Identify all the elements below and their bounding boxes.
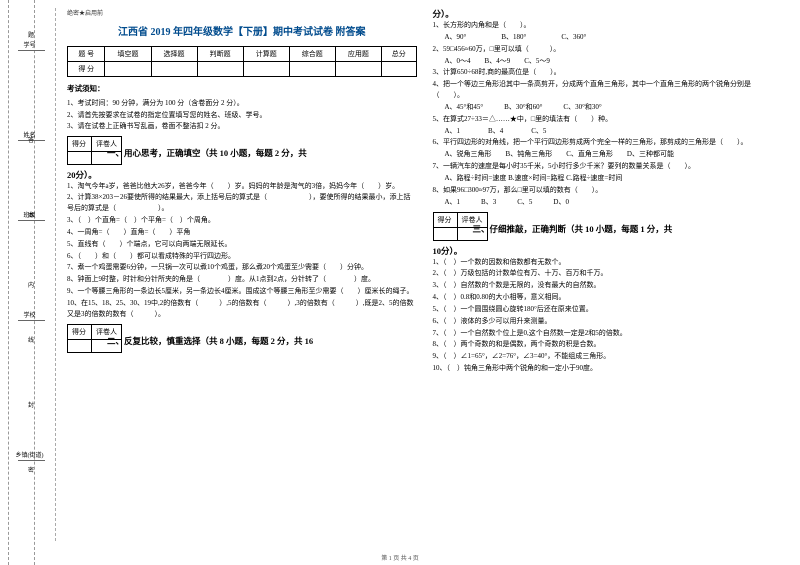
binding-gutter: 学号 姓名 班级 学校 乡镇(街道) 题 答 本 内 线 封 密 bbox=[0, 0, 55, 565]
question: 7、煮一个鸡蛋需要6分钟，一只锅一次可以煮10个鸡蛋，那么煮20个鸡蛋至少需要（… bbox=[67, 262, 417, 273]
table-row: 得 分 bbox=[68, 62, 417, 77]
seal-char: 密 bbox=[28, 465, 34, 474]
question: 3、计算650÷68时,商的最高位是（ ）。 bbox=[433, 67, 783, 78]
score-header: 选择题 bbox=[151, 47, 197, 62]
notice-head: 考试须知： bbox=[67, 83, 417, 94]
question: 5、（ ）一个圆围绕圆心旋转180°后还在原来位置。 bbox=[433, 304, 783, 315]
section3-title: 三、仔细推敲，正确判断（共 10 小题，每题 1 分，共 bbox=[473, 224, 673, 234]
question: 2、（ ）万级包括的计数单位有万、十万、百万和千万。 bbox=[433, 268, 783, 279]
question: 10、在15、18、25、30、19中,2的倍数有（ ）,5的倍数有（ ）,3的… bbox=[67, 298, 417, 320]
question: 9、（ ）∠1=65°，∠2=76°，∠3=40°，不能组成三角形。 bbox=[433, 351, 783, 362]
score-header: 题 号 bbox=[68, 47, 105, 62]
notice-line: 3、请在试卷上正确书写乱画，卷面不整洁扣 2 分。 bbox=[67, 121, 417, 132]
question: 7、（ ）一个自然数个位上是0,这个自然数一定是2和5的倍数。 bbox=[433, 328, 783, 339]
section2-title: 二、反复比较，慎重选择（共 8 小题，每题 2 分，共 16 bbox=[107, 336, 313, 346]
score-header: 填空题 bbox=[105, 47, 151, 62]
gutter-divider bbox=[55, 8, 56, 541]
section3-points: 10分）。 bbox=[433, 245, 783, 257]
question: 1、长方形的内角和是（ ）。 bbox=[433, 20, 783, 31]
question: 6、（ ）和（ ）都可以看成特殊的平行四边形。 bbox=[67, 251, 417, 262]
dash-line-right bbox=[34, 0, 35, 565]
seal-char: 题 bbox=[28, 30, 34, 39]
secrecy-label: 绝密★启用前 bbox=[67, 8, 417, 17]
question: 5、直线有（ ）个端点，它可以向两端无限延长。 bbox=[67, 239, 417, 250]
question: 4、一周角=（ ）直角=（ ）平角 bbox=[67, 227, 417, 238]
question: 2、计算38×203－26要使所得的结果最大，添上括号后的算式是（ ），要使所得… bbox=[67, 192, 417, 214]
section2-points: 分）。 bbox=[433, 8, 783, 20]
question: 6、平行四边形的对角线，把一个平行四边形剪成两个完全一样的三角形，那剪成的三角形… bbox=[433, 137, 783, 148]
question-opts: A、45°和45° B、30°和60° C、30°和30° bbox=[433, 102, 783, 113]
gutter-field-xuexiao: 学校 bbox=[8, 310, 51, 319]
page-root: 学号 姓名 班级 学校 乡镇(街道) 题 答 本 内 线 封 密 绝密★启用前 … bbox=[0, 0, 800, 565]
question: 8、钟面上9时整，时针和分针所夹的角是（ ）度。从1点到2点，分针转了（ ）度。 bbox=[67, 274, 417, 285]
score-row-label: 得 分 bbox=[68, 62, 105, 77]
score-table: 题 号 填空题 选择题 判断题 计算题 综合题 应用题 总分 得 分 bbox=[67, 46, 417, 77]
question-opts: A、锐角三角形 B、钝角三角形 C、直角三角形 D、三种都可能 bbox=[433, 149, 783, 160]
notice-line: 2、请首先按要求在试卷的指定位置填写您的姓名、班级、学号。 bbox=[67, 110, 417, 121]
question-opts: A、1 B、3 C、5 D、0 bbox=[433, 197, 783, 208]
seal-char: 封 bbox=[28, 400, 34, 409]
section3-questions: 1、（ ）一个数的因数和倍数都有无数个。 2、（ ）万级包括的计数单位有万、十万… bbox=[433, 257, 783, 374]
section1-questions: 1、淘气今年a岁，爸爸比他大26岁，爸爸今年（ ）岁。妈妈的年龄是淘气的3倍，妈… bbox=[67, 181, 417, 320]
dash-line-left bbox=[8, 0, 9, 565]
column-right: 分）。 1、长方形的内角和是（ ）。 A、90° B、180° C、360° 2… bbox=[425, 8, 791, 547]
score-header: 应用题 bbox=[335, 47, 381, 62]
question: 3、（ ）自然数的个数是无限的，没有最大的自然数。 bbox=[433, 280, 783, 291]
question: 7、一辆汽车的速度是每小时35千米，5小时行多少千米？要列的数量关系是（ ）。 bbox=[433, 161, 783, 172]
mini-cell: 得分 bbox=[433, 212, 457, 227]
question: 1、淘气今年a岁，爸爸比他大26岁，爸爸今年（ ）岁。妈妈的年龄是淘气的3倍，妈… bbox=[67, 181, 417, 192]
mini-cell: 得分 bbox=[68, 136, 92, 151]
question: 6、（ ）液体的多少可以用升来测量。 bbox=[433, 316, 783, 327]
exam-title: 江西省 2019 年四年级数学【下册】期中考试试卷 附答案 bbox=[67, 23, 417, 38]
question-opts: A、1 B、4 C、5 bbox=[433, 126, 783, 137]
question: 3、（ ）个直角=（ ）个平角=（ ）个周角。 bbox=[67, 215, 417, 226]
question-opts: A、90° B、180° C、360° bbox=[433, 32, 783, 43]
gutter-field-xuehao: 学号 bbox=[8, 40, 51, 49]
content-columns: 绝密★启用前 江西省 2019 年四年级数学【下册】期中考试试卷 附答案 题 号… bbox=[55, 0, 800, 565]
question: 8、如果96□300≈97万，那么□里可以填的数有（ ）。 bbox=[433, 185, 783, 196]
question: 9、一个等腰三角形的一条边长5厘米，另一条边长4厘米。围成这个等腰三角形至少需要… bbox=[67, 286, 417, 297]
column-left: 绝密★启用前 江西省 2019 年四年级数学【下册】期中考试试卷 附答案 题 号… bbox=[59, 8, 425, 547]
section2-questions: 1、长方形的内角和是（ ）。 A、90° B、180° C、360° 2、59□… bbox=[433, 20, 783, 208]
score-header: 综合题 bbox=[289, 47, 335, 62]
gutter-field-xiangzhen: 乡镇(街道) bbox=[8, 450, 51, 459]
seal-char: 本 bbox=[28, 210, 34, 219]
score-header: 计算题 bbox=[243, 47, 289, 62]
score-header: 总分 bbox=[381, 47, 416, 62]
table-row: 题 号 填空题 选择题 判断题 计算题 综合题 应用题 总分 bbox=[68, 47, 417, 62]
question: 2、59□456≈60万，□里可以填（ ）。 bbox=[433, 44, 783, 55]
question: 4、（ ）0.8和0.80的大小相等，意义相同。 bbox=[433, 292, 783, 303]
question: 4、把一个等边三角形沿其中一条高剪开，分成两个直角三角形，其中一个直角三角形的两… bbox=[433, 79, 783, 101]
question: 10、（ ）钝角三角形中两个锐角的和一定小于90度。 bbox=[433, 363, 783, 374]
section1-title: 一、用心思考，正确填空（共 10 小题，每题 2 分，共 bbox=[107, 148, 307, 158]
question-opts: A、0～4 B、4～9 C、5～9 bbox=[433, 56, 783, 67]
question: 1、（ ）一个数的因数和倍数都有无数个。 bbox=[433, 257, 783, 268]
page-footer: 第 1 页 共 4 页 bbox=[0, 553, 800, 562]
question-opts: A、路程÷时间=速度 B.速度×时间=路程 C.路程÷速度=时间 bbox=[433, 173, 783, 184]
seal-char: 内 bbox=[28, 280, 34, 289]
section1-points: 20分）。 bbox=[67, 169, 417, 181]
score-header: 判断题 bbox=[197, 47, 243, 62]
question: 5、在算式27÷33＝△……★中，□里的填法有（ ）种。 bbox=[433, 114, 783, 125]
notice-body: 1、考试时间：90 分钟，满分为 100 分（含卷面分 2 分）。 2、请首先按… bbox=[67, 98, 417, 132]
question: 8、（ ）两个奇数的和是偶数，两个奇数的积是合数。 bbox=[433, 339, 783, 350]
notice-line: 1、考试时间：90 分钟，满分为 100 分（含卷面分 2 分）。 bbox=[67, 98, 417, 109]
mini-cell: 得分 bbox=[68, 324, 92, 339]
seal-char: 线 bbox=[28, 335, 34, 344]
seal-char: 答 bbox=[28, 135, 34, 144]
